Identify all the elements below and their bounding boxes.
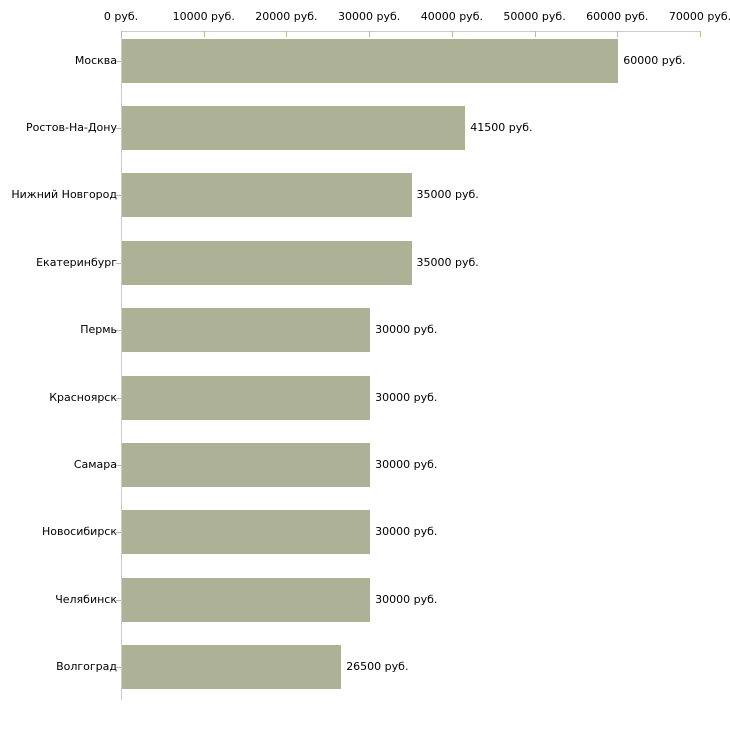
value-label: 35000 руб. <box>416 255 479 269</box>
category-label: Самара <box>73 458 117 472</box>
y-tick-mark <box>116 532 121 534</box>
x-tick-label: 70000 руб. <box>668 10 730 23</box>
value-label: 26500 руб. <box>346 660 409 674</box>
x-tick-label: 50000 руб. <box>503 10 566 23</box>
y-tick-mark <box>116 465 121 467</box>
category-label: Волгоград <box>56 660 117 674</box>
x-tick-label: 20000 руб. <box>255 10 318 23</box>
bar <box>122 38 619 83</box>
bar <box>122 105 466 150</box>
bar <box>122 645 342 690</box>
bar <box>122 577 371 622</box>
value-label: 30000 руб. <box>375 525 438 539</box>
x-tick-mark <box>369 31 371 37</box>
y-tick-mark <box>116 397 121 399</box>
bar <box>122 308 371 353</box>
value-label: 30000 руб. <box>375 458 438 472</box>
y-tick-mark <box>116 127 121 129</box>
x-tick-mark <box>203 31 205 37</box>
value-label: 30000 руб. <box>375 323 438 337</box>
y-tick-mark <box>116 262 121 264</box>
x-tick-mark <box>700 31 701 37</box>
value-label: 60000 руб. <box>623 53 686 67</box>
x-tick-mark <box>286 31 288 37</box>
bar <box>122 510 371 555</box>
y-tick-mark <box>116 330 121 332</box>
bar <box>122 443 371 488</box>
category-label: Екатеринбург <box>36 255 117 269</box>
x-tick-label: 40000 руб. <box>420 10 483 23</box>
category-label: Нижний Новгород <box>11 188 117 202</box>
x-tick-label: 10000 руб. <box>172 10 235 23</box>
category-label: Челябинск <box>55 592 117 606</box>
x-tick-mark <box>451 31 453 37</box>
x-tick-label: 30000 руб. <box>338 10 401 23</box>
value-label: 30000 руб. <box>375 390 438 404</box>
y-tick-mark <box>116 667 121 669</box>
x-tick-label: 60000 руб. <box>586 10 649 23</box>
y-tick-mark <box>116 599 121 601</box>
category-label: Ростов-На-Дону <box>25 120 117 134</box>
bar <box>122 375 371 420</box>
x-axis-line <box>121 31 701 32</box>
value-label: 30000 руб. <box>375 592 438 606</box>
value-label: 35000 руб. <box>416 188 479 202</box>
y-tick-mark <box>116 195 121 197</box>
category-label: Новосибирск <box>41 525 117 539</box>
y-tick-mark <box>116 60 121 62</box>
value-label: 41500 руб. <box>470 120 533 134</box>
category-label: Пермь <box>80 323 117 337</box>
category-label: Москва <box>74 53 117 67</box>
x-tick-mark <box>617 31 619 37</box>
y-axis-line <box>121 31 122 700</box>
x-tick-mark <box>121 31 122 37</box>
bar <box>122 173 412 218</box>
x-tick-label: 0 руб. <box>103 10 139 23</box>
x-tick-mark <box>534 31 536 37</box>
category-label: Красноярск <box>49 390 117 404</box>
bar <box>122 240 412 285</box>
